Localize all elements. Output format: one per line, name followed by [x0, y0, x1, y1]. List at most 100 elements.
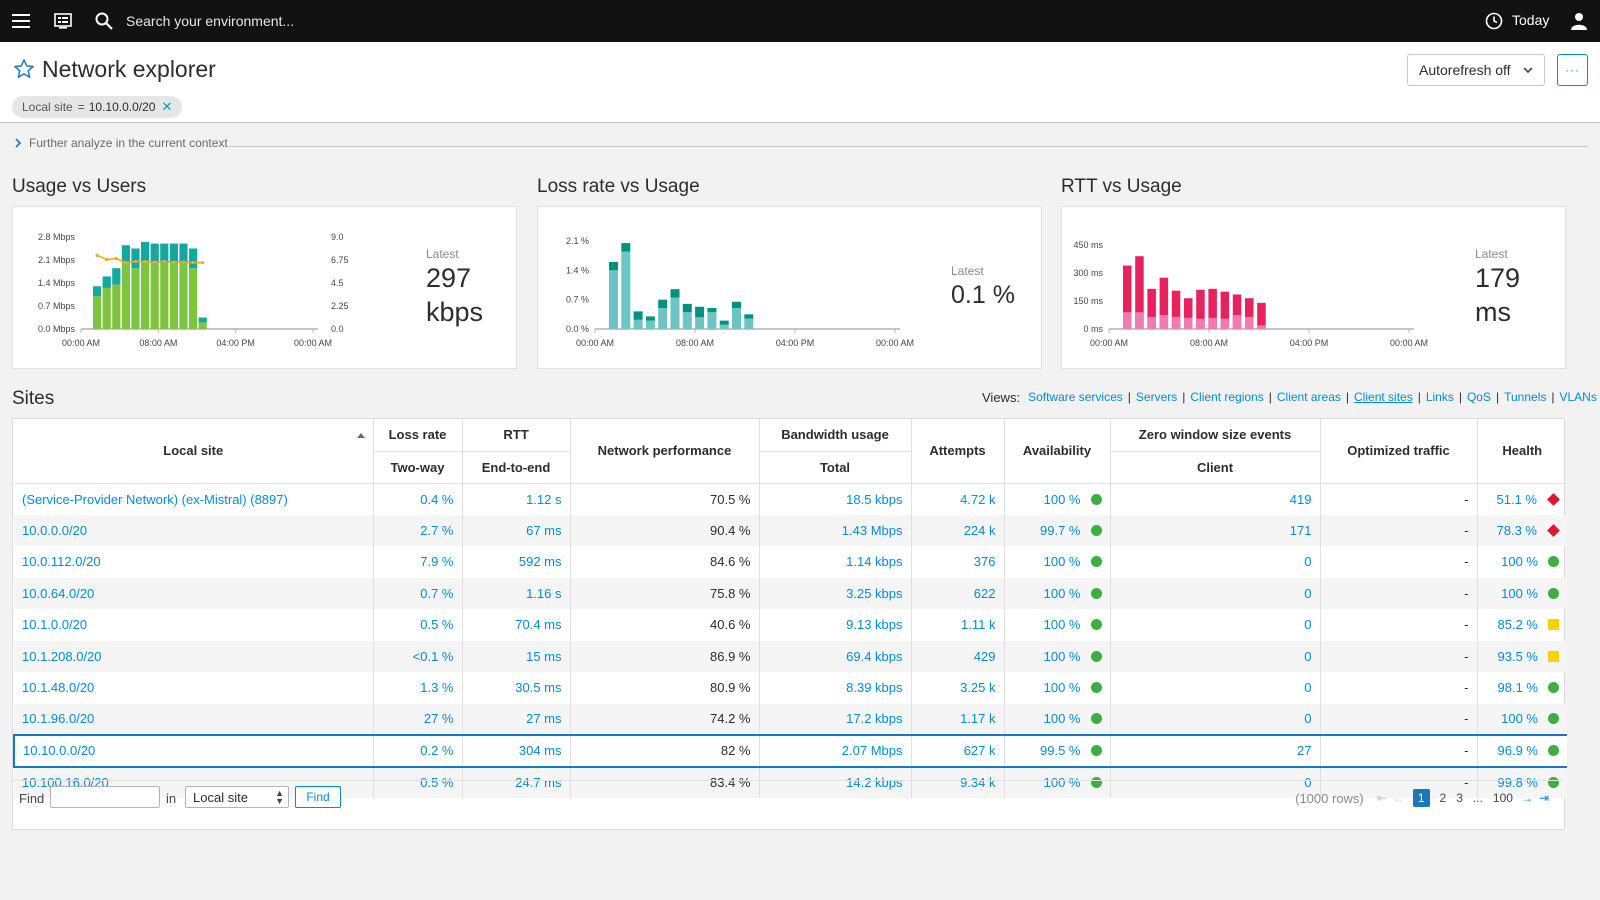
column-header-optimized-traffic[interactable]: Optimized traffic [1320, 419, 1478, 484]
view-link-client-regions[interactable]: Client regions [1190, 390, 1264, 404]
attempts-value[interactable]: 1.11 k [961, 617, 996, 633]
timeframe-selector[interactable]: Today [1512, 12, 1550, 28]
rtt-value[interactable]: 67 ms [526, 522, 562, 538]
attempts-value[interactable]: 3.25 k [960, 680, 996, 696]
menu-icon[interactable] [10, 11, 32, 31]
page-link-100[interactable]: 100 [1492, 791, 1513, 805]
attempts-value[interactable]: 627 k [963, 743, 996, 759]
find-button[interactable]: Find [295, 786, 341, 808]
health-value[interactable]: 96.9 % [1497, 743, 1538, 759]
user-icon[interactable] [1569, 10, 1589, 32]
bandwidth-value[interactable]: 3.25 kbps [846, 585, 903, 601]
column-header-bandwidth[interactable]: Bandwidth usage [759, 419, 912, 452]
table-row[interactable]: 10.1.208.0/20 <0.1 % 15 ms 86.9 % 69.4 kbps 4… [14, 640, 1567, 672]
attempts-value[interactable]: 4.72 k [960, 491, 996, 507]
health-value[interactable]: 100 % [1501, 585, 1538, 601]
chart-panel-loss-usage[interactable]: 2.1 % 1.4 % 0.7 % 0.0 % 00:00 AM 08:00 AM 04:0… [537, 206, 1042, 369]
zero-window-value[interactable]: 419 [1289, 491, 1312, 507]
chart-panel-usage-users[interactable]: 2.8 Mbps 2.1 Mbps 1.4 Mbps 0.7 Mbps 0.0 Mbps… [12, 206, 517, 369]
page-link-2[interactable]: 2 [1439, 791, 1447, 805]
zero-window-value[interactable]: 0 [1304, 585, 1312, 601]
column-header-availability[interactable]: Availability [1004, 419, 1111, 484]
zero-window-value[interactable]: 0 [1304, 680, 1312, 696]
autorefresh-dropdown[interactable]: Autorefresh off [1407, 54, 1545, 86]
attempts-value[interactable]: 622 [973, 585, 996, 601]
site-link[interactable]: 10.1.0.0/20 [22, 617, 88, 633]
last-page-icon[interactable]: ⇥ [1538, 791, 1549, 805]
zero-window-value[interactable]: 0 [1304, 775, 1312, 791]
site-link[interactable]: (Service-Provider Network) (ex-Mistral) … [22, 491, 288, 507]
close-icon[interactable]: ✕ [161, 99, 173, 114]
loss-rate-value[interactable]: 2.7 % [420, 522, 454, 538]
view-link-servers[interactable]: Servers [1135, 390, 1178, 404]
loss-rate-value[interactable]: 0.5 % [420, 617, 454, 633]
rtt-value[interactable]: 1.16 s [526, 585, 562, 601]
view-link-software-services[interactable]: Software services [1028, 390, 1123, 404]
site-link[interactable]: 10.0.112.0/20 [22, 554, 101, 570]
further-analyze-toggle[interactable]: Further analyze in the current context [14, 136, 228, 150]
table-row[interactable]: 10.100.16.0/20 0.5 % 24.7 ms 83.4 % 14.2 kbp… [14, 766, 1567, 798]
bandwidth-value[interactable]: 2.07 Mbps [841, 743, 903, 759]
availability-value[interactable]: 99.7 % [1040, 522, 1081, 538]
health-value[interactable]: 93.5 % [1497, 648, 1538, 664]
view-link-vlans[interactable]: VLANs [1559, 390, 1597, 404]
view-link-tunnels[interactable]: Tunnels [1504, 390, 1547, 404]
loss-rate-value[interactable]: 1.3 % [420, 680, 454, 696]
table-row[interactable]: 10.0.64.0/20 0.7 % 1.16 s 75.8 % 3.25 kbps 62… [14, 577, 1567, 609]
zero-window-value[interactable]: 0 [1304, 554, 1312, 570]
rtt-value[interactable]: 24.7 ms [515, 775, 562, 791]
column-subheader-end-to-end[interactable]: End-to-end [462, 451, 571, 484]
health-value[interactable]: 85.2 % [1497, 617, 1538, 633]
site-link[interactable]: 10.1.48.0/20 [22, 680, 95, 696]
chart-panel-rtt-usage[interactable]: 450 ms 300 ms 150 ms 0 ms 00:00 AM 08:00 AM 04… [1061, 206, 1566, 369]
bandwidth-value[interactable]: 69.4 kbps [846, 648, 903, 664]
table-row[interactable]: 10.1.48.0/20 1.3 % 30.5 ms 80.9 % 8.39 kbps 3… [14, 672, 1567, 704]
search-icon[interactable] [93, 10, 115, 32]
site-link[interactable]: 10.0.0.0/20 [22, 522, 88, 538]
page-link-3[interactable]: 3 [1456, 791, 1463, 805]
previous-page-icon[interactable]: ← [1392, 791, 1405, 805]
health-value[interactable]: 100 % [1501, 711, 1538, 727]
loss-rate-value[interactable]: 7.9 % [420, 554, 454, 570]
column-header-loss-rate[interactable]: Loss rate [373, 419, 463, 452]
search-input[interactable]: Search your environment... [126, 13, 295, 29]
site-link[interactable]: 10.0.64.0/20 [22, 585, 95, 601]
column-header-zero-window[interactable]: Zero window size events [1110, 419, 1321, 452]
rtt-value[interactable]: 1.12 s [526, 491, 562, 507]
loss-rate-value[interactable]: 0.4 % [420, 491, 454, 507]
rtt-value[interactable]: 30.5 ms [515, 680, 562, 696]
favorite-star-icon[interactable] [13, 58, 35, 83]
zero-window-value[interactable]: 0 [1304, 711, 1312, 727]
filter-chip[interactable]: Local site = 10.10.0.0/20 ✕ [12, 96, 183, 118]
view-link-links[interactable]: Links [1425, 390, 1454, 404]
availability-value[interactable]: 99.5 % [1040, 743, 1081, 759]
bandwidth-value[interactable]: 8.39 kbps [846, 680, 903, 696]
availability-value[interactable]: 100 % [1043, 554, 1081, 570]
rtt-value[interactable]: 27 ms [526, 711, 562, 727]
health-value[interactable]: 78.3 % [1496, 522, 1537, 538]
column-header-network-performance[interactable]: Network performance [570, 419, 760, 484]
loss-rate-value[interactable]: 0.5 % [420, 775, 454, 791]
rtt-value[interactable]: 15 ms [526, 648, 562, 664]
site-link[interactable]: 10.1.96.0/20 [22, 711, 95, 727]
view-link-client-areas[interactable]: Client areas [1276, 390, 1341, 404]
bandwidth-value[interactable]: 1.14 kbps [846, 554, 903, 570]
column-header-health[interactable]: Health [1477, 419, 1567, 484]
table-row[interactable]: 10.10.0.0/20 0.2 % 304 ms 82 % 2.07 Mbps 627 … [13, 734, 1567, 768]
rtt-value[interactable]: 304 ms [518, 743, 562, 759]
site-link[interactable]: 10.1.208.0/20 [22, 648, 102, 664]
health-value[interactable]: 100 % [1501, 554, 1538, 570]
bandwidth-value[interactable]: 1.43 Mbps [841, 522, 903, 538]
availability-value[interactable]: 100 % [1043, 585, 1081, 601]
table-row[interactable]: (Service-Provider Network) (ex-Mistral) … [14, 483, 1567, 515]
attempts-value[interactable]: 224 k [963, 522, 996, 538]
column-subheader-total[interactable]: Total [759, 451, 912, 484]
page-link-1[interactable]: 1 [1412, 789, 1430, 807]
more-actions-button[interactable]: ··· [1557, 54, 1588, 86]
attempts-value[interactable]: 376 [973, 554, 996, 570]
find-input[interactable] [50, 786, 160, 808]
column-header-local-site[interactable]: Local site [14, 419, 374, 484]
view-link-client-sites[interactable]: Client sites [1354, 390, 1413, 404]
attempts-value[interactable]: 429 [973, 648, 996, 664]
availability-value[interactable]: 100 % [1043, 491, 1081, 507]
